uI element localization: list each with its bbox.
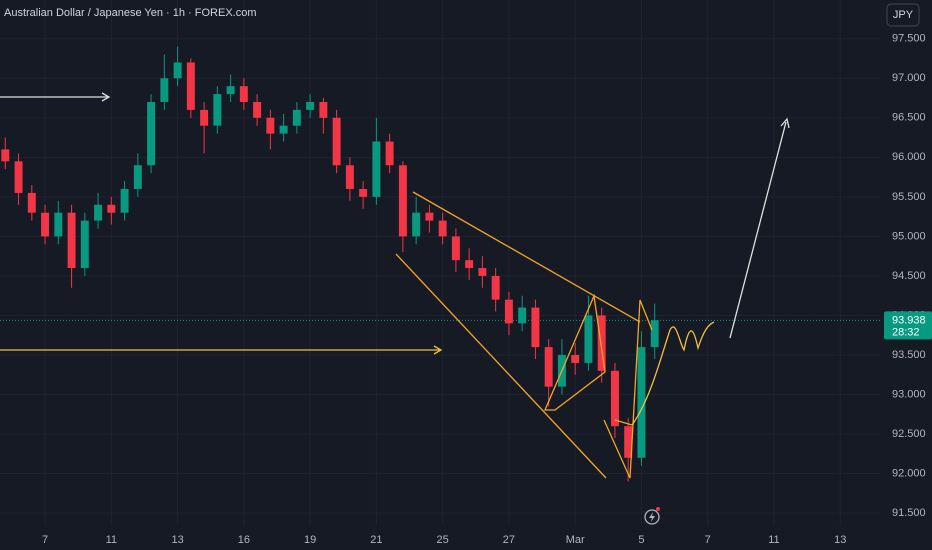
countdown: 28:32 <box>892 326 920 338</box>
candle-body <box>451 236 460 261</box>
candle-body <box>27 192 36 213</box>
candle-body <box>372 141 381 197</box>
y-tick-label: 91.500 <box>892 507 926 519</box>
y-tick-label: 92.500 <box>892 428 926 440</box>
candle-body <box>173 62 182 79</box>
candle-body <box>398 165 407 237</box>
candle-body <box>54 212 63 237</box>
candle-body <box>306 101 315 110</box>
candle-body <box>14 161 23 193</box>
candle-body <box>1 149 10 162</box>
arrow <box>729 121 787 339</box>
flag <box>544 293 606 411</box>
last-price-badge <box>884 311 932 340</box>
candle-body <box>465 260 474 269</box>
x-tick-label: 7 <box>705 534 711 546</box>
wedge-line <box>603 299 653 479</box>
x-tick-label: 13 <box>171 534 183 546</box>
candle-body <box>213 94 222 126</box>
arrow-head <box>433 345 443 355</box>
x-tick-label: 7 <box>42 534 48 546</box>
candle-body <box>319 101 328 118</box>
x-tick-label: 19 <box>304 534 316 546</box>
candle-body <box>80 220 89 269</box>
y-tick-label: 93.500 <box>892 349 926 361</box>
x-tick-label: 11 <box>106 534 117 546</box>
y-tick-label: 97.000 <box>892 72 926 84</box>
drawings <box>0 92 790 525</box>
y-tick-label: 95.000 <box>892 230 926 242</box>
y-tick-label: 95.500 <box>892 191 926 203</box>
x-tick-label: 21 <box>370 534 382 546</box>
wedge-line <box>412 191 641 323</box>
candle-body <box>610 370 619 427</box>
candle-body <box>147 101 156 166</box>
candle-body <box>107 204 116 213</box>
y-tick-label: 97.500 <box>892 33 926 45</box>
arrow-head <box>780 117 790 129</box>
candle-body <box>133 165 142 189</box>
candle-body <box>518 307 527 324</box>
candle-body <box>624 426 633 458</box>
candle-body <box>584 315 593 363</box>
x-tick-label: 5 <box>638 534 644 546</box>
candle-body <box>359 188 368 197</box>
candle-body <box>332 117 341 166</box>
candle-body <box>41 212 50 237</box>
wedge-line <box>395 253 607 479</box>
candle-body <box>186 62 195 110</box>
event-icon-bolt[interactable] <box>649 512 655 522</box>
candle-body <box>544 347 553 387</box>
candle-body <box>531 307 540 348</box>
candle-body <box>571 355 580 363</box>
candle-body <box>425 212 434 221</box>
y-tick-label: 92.000 <box>892 468 926 480</box>
axes: 91.50092.00092.50093.00093.50094.00094.5… <box>42 33 932 546</box>
currency-label[interactable]: JPY <box>893 9 914 21</box>
candle-body <box>650 320 659 348</box>
price-axis <box>880 0 932 550</box>
candle-body <box>292 109 301 126</box>
x-tick-label: 11 <box>768 534 779 546</box>
candle-body <box>266 117 275 134</box>
candle-body <box>160 78 169 102</box>
candle-body <box>478 268 487 276</box>
candle-body <box>637 347 646 458</box>
x-tick-label: 25 <box>437 534 449 546</box>
x-tick-label: 27 <box>503 534 515 546</box>
x-tick-label: 16 <box>238 534 250 546</box>
currency-button[interactable] <box>886 3 920 27</box>
candle-body <box>120 188 129 213</box>
projection-curve <box>631 321 715 426</box>
candle-body <box>345 165 354 189</box>
candle-body <box>67 212 76 269</box>
y-tick-label: 93.000 <box>892 388 926 400</box>
y-tick-label: 96.500 <box>892 112 926 124</box>
candle-body <box>597 315 606 371</box>
candle-body <box>253 101 262 118</box>
candle-body <box>239 86 248 102</box>
x-tick-label: Mar <box>566 534 585 546</box>
candle-body <box>438 220 447 237</box>
candle-body <box>385 141 394 166</box>
y-tick-label: 94.500 <box>892 270 926 282</box>
candle-body <box>412 212 421 237</box>
y-tick-label: 96.000 <box>892 151 926 163</box>
candle-body <box>279 125 288 134</box>
last-price-label: 93.938 <box>892 314 926 326</box>
x-tick-label: 13 <box>834 534 846 546</box>
arrow-head <box>101 92 111 102</box>
candle-body <box>504 299 513 324</box>
chart-title: Australian Dollar / Japanese Yen · 1h · … <box>4 7 257 19</box>
candle-body <box>491 275 500 300</box>
candle-body <box>226 86 235 95</box>
event-dot <box>656 507 660 511</box>
candle-body <box>200 109 209 126</box>
candle-body <box>94 204 103 221</box>
